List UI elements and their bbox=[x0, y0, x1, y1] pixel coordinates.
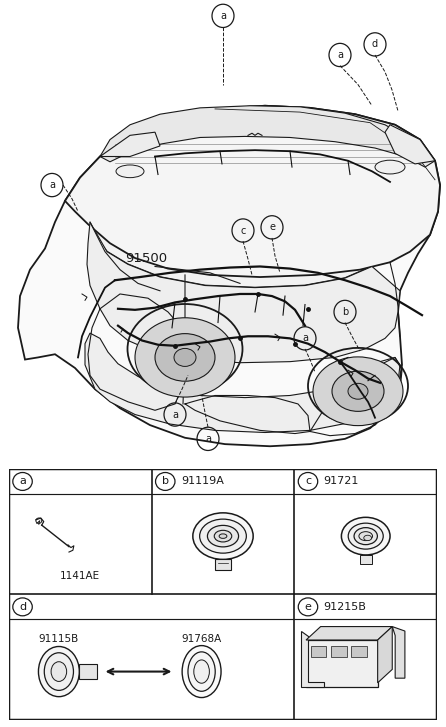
Text: 91768A: 91768A bbox=[182, 634, 222, 644]
Ellipse shape bbox=[194, 660, 209, 683]
Text: e: e bbox=[269, 222, 275, 233]
Text: 91500: 91500 bbox=[125, 252, 167, 265]
Ellipse shape bbox=[174, 348, 196, 366]
Polygon shape bbox=[87, 222, 400, 363]
Ellipse shape bbox=[364, 535, 372, 541]
Ellipse shape bbox=[155, 334, 215, 381]
Ellipse shape bbox=[214, 530, 232, 542]
Text: e: e bbox=[305, 602, 311, 612]
Text: a: a bbox=[205, 434, 211, 444]
Polygon shape bbox=[85, 333, 400, 433]
Ellipse shape bbox=[375, 160, 405, 174]
Ellipse shape bbox=[44, 653, 74, 691]
Polygon shape bbox=[100, 132, 160, 156]
Ellipse shape bbox=[188, 652, 215, 691]
Bar bbox=[351, 646, 367, 656]
Text: a: a bbox=[220, 11, 226, 21]
Polygon shape bbox=[392, 627, 405, 678]
Polygon shape bbox=[378, 627, 392, 683]
FancyBboxPatch shape bbox=[79, 664, 97, 679]
Ellipse shape bbox=[200, 519, 246, 553]
Text: c: c bbox=[305, 476, 311, 486]
Text: a: a bbox=[172, 409, 178, 419]
Ellipse shape bbox=[116, 165, 144, 177]
Ellipse shape bbox=[348, 383, 368, 399]
Ellipse shape bbox=[51, 662, 66, 681]
Ellipse shape bbox=[354, 528, 377, 545]
Polygon shape bbox=[306, 627, 392, 640]
Ellipse shape bbox=[341, 518, 390, 555]
Ellipse shape bbox=[38, 646, 79, 696]
Text: a: a bbox=[49, 180, 55, 190]
Text: c: c bbox=[240, 225, 246, 236]
Text: d: d bbox=[19, 602, 26, 612]
Polygon shape bbox=[90, 142, 418, 288]
Ellipse shape bbox=[207, 526, 239, 547]
Text: a: a bbox=[19, 476, 26, 486]
Ellipse shape bbox=[332, 371, 384, 411]
Polygon shape bbox=[100, 105, 435, 167]
Ellipse shape bbox=[219, 534, 227, 539]
Polygon shape bbox=[65, 105, 440, 277]
Text: 91721: 91721 bbox=[323, 476, 359, 486]
Text: a: a bbox=[337, 50, 343, 60]
Ellipse shape bbox=[135, 318, 235, 397]
Text: 91215B: 91215B bbox=[323, 602, 367, 612]
Ellipse shape bbox=[182, 646, 221, 697]
Text: 91119A: 91119A bbox=[181, 476, 224, 486]
Ellipse shape bbox=[348, 523, 383, 549]
FancyBboxPatch shape bbox=[215, 559, 231, 570]
Bar bbox=[331, 646, 347, 656]
Text: d: d bbox=[372, 39, 378, 49]
Polygon shape bbox=[385, 125, 435, 164]
Text: a: a bbox=[302, 334, 308, 343]
Bar bbox=[311, 646, 326, 656]
Polygon shape bbox=[301, 631, 324, 687]
Ellipse shape bbox=[313, 357, 403, 425]
Ellipse shape bbox=[359, 531, 372, 541]
Bar bbox=[306, 640, 378, 687]
FancyBboxPatch shape bbox=[360, 555, 372, 564]
Text: b: b bbox=[342, 307, 348, 317]
Text: 1141AE: 1141AE bbox=[60, 571, 100, 582]
Text: b: b bbox=[162, 476, 169, 486]
Polygon shape bbox=[18, 105, 440, 446]
Text: 91115B: 91115B bbox=[39, 634, 79, 644]
Ellipse shape bbox=[193, 513, 253, 559]
